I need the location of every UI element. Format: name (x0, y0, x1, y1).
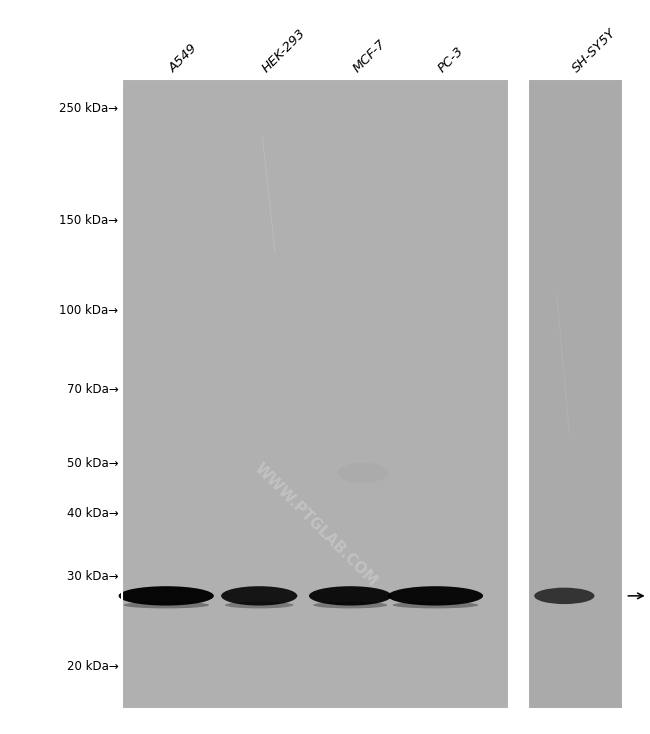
Text: 70 kDa→: 70 kDa→ (67, 383, 118, 396)
Ellipse shape (313, 602, 387, 608)
Bar (528, 79, 623, 709)
Text: 30 kDa→: 30 kDa→ (67, 570, 118, 583)
Text: 150 kDa→: 150 kDa→ (59, 214, 118, 228)
Ellipse shape (393, 602, 478, 608)
Ellipse shape (124, 602, 209, 608)
Bar (122, 79, 509, 709)
Text: WWW.PTGLAB.COM: WWW.PTGLAB.COM (251, 460, 380, 589)
Text: HEK-293: HEK-293 (259, 26, 307, 75)
Text: PC-3: PC-3 (436, 44, 466, 75)
Ellipse shape (337, 462, 388, 483)
Ellipse shape (225, 602, 294, 608)
Text: 50 kDa→: 50 kDa→ (67, 457, 118, 470)
Ellipse shape (309, 586, 391, 606)
Ellipse shape (388, 586, 483, 606)
Ellipse shape (118, 586, 214, 606)
Text: 20 kDa→: 20 kDa→ (67, 660, 118, 673)
Text: MCF-7: MCF-7 (350, 37, 388, 75)
Text: 40 kDa→: 40 kDa→ (67, 506, 118, 520)
Bar (122, 79, 509, 709)
Text: 100 kDa→: 100 kDa→ (59, 304, 118, 317)
Text: SH-SY5Y: SH-SY5Y (569, 26, 618, 75)
Ellipse shape (534, 588, 595, 604)
Ellipse shape (221, 586, 297, 606)
Text: A549: A549 (166, 42, 200, 75)
Bar (528, 79, 623, 709)
Text: 250 kDa→: 250 kDa→ (59, 101, 118, 115)
